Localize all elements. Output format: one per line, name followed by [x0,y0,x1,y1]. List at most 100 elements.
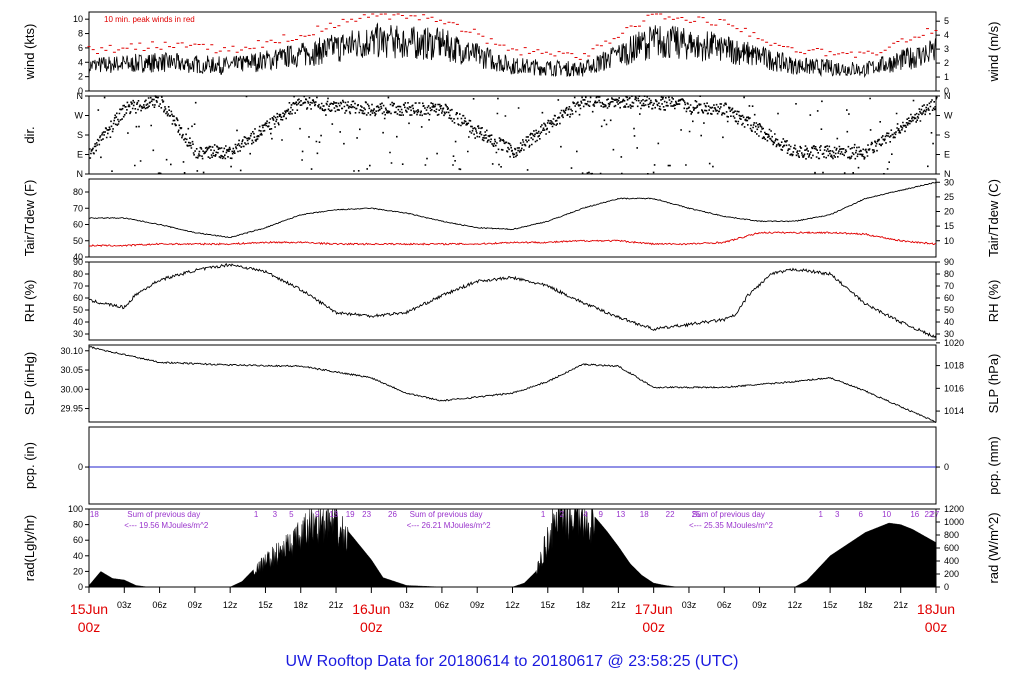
radiation-area [88,508,937,588]
sun-label: 9 [315,510,320,519]
sun-label: 5 [289,510,294,519]
ytick-label-right: N [944,169,951,179]
ytick-label-right: 70 [944,281,954,291]
ylabel-left: dir. [22,126,37,143]
panel-6: rad(Lgly/hr) rad (W/m^2)02040608010002004… [22,504,1001,592]
sun-label: 3 [835,510,840,519]
xtick-label: 12z [788,600,803,610]
ytick-label-right: 600 [944,543,959,553]
xtick-label: 15z [258,600,273,610]
xtick-label: 03z [117,600,132,610]
ytick-label-right: 10 [944,236,954,246]
ytick-label-left: 8 [78,29,83,39]
panel-4: SLP (inHg) SLP (hPa) 29.95 30.00 30.05 30.10 1… [22,338,1001,424]
rad-sum-heading: Sum of previous day [410,510,483,519]
ytick-label-left: 0 [78,582,83,592]
sun-label: 23 [362,510,371,519]
ytick-label-right: 1200 [944,504,964,514]
ytick-label-left: 20 [73,566,83,576]
xtick-label: 21z [329,600,344,610]
xtick-label: 18z [576,600,591,610]
ylabel-right: RH (%) [986,280,1001,323]
xtick-label: 09z [752,600,767,610]
ytick-label-right: 1000 [944,517,964,527]
ytick-label-right: 20 [944,207,954,217]
day-label-hour: 00z [360,619,383,635]
panel-frame [88,178,937,258]
ytick-label-right: 25 [944,192,954,202]
rad-sum-value: <--- 19.56 MJoules/m^2 [124,521,209,530]
ytick-label-right: 40 [944,317,954,327]
ytick-label-left: 4 [78,57,83,67]
xtick-label: 18z [858,600,873,610]
ytick-label-right: E [944,150,950,160]
dewpoint-series-line [88,230,937,247]
panel-frame [88,426,937,505]
ytick-label-left: 40 [73,252,83,262]
ylabel-right: wind (m/s) [986,22,1001,83]
xtick-label: 06z [717,600,732,610]
sun-label: 1 [541,510,546,519]
day-label-date: 15Jun [70,601,108,617]
ytick-label-right: 4 [944,30,949,40]
ytick-label-right: 800 [944,530,959,540]
panel-frame [88,508,937,588]
sun-label: 22 [666,510,675,519]
ytick-label-left: E [77,150,83,160]
ytick-label-left: 2 [78,72,83,82]
ytick-label-right: W [944,111,953,121]
panel-frame [88,95,937,175]
rad-sum-heading: Sum of previous day [127,510,200,519]
sun-label: 4 [583,510,588,519]
sun-label: 13 [329,510,338,519]
day-label-hour: 00z [925,619,948,635]
ytick-label-left: 29.95 [60,404,83,414]
ylabel-left: wind (kts) [22,24,37,81]
ytick-label-right: 3 [944,44,949,54]
ytick-label-right: 50 [944,305,954,315]
panel-frame [88,11,937,92]
xtick-label: 09z [470,600,485,610]
xtick-label: 03z [682,600,697,610]
xtick-label: 06z [435,600,450,610]
ytick-label-left: 70 [73,281,83,291]
sun-label: 6 [858,510,863,519]
xtick-label: 15z [823,600,838,610]
sun-label: 19 [346,510,355,519]
ytick-label-left: 50 [73,305,83,315]
day-label-date: 17Jun [635,601,673,617]
ytick-label-left: 40 [73,317,83,327]
ylabel-right: Tair/Tdew (C) [986,179,1001,257]
ytick-label-left: 30.00 [60,384,83,394]
ytick-label-left: 60 [73,535,83,545]
sun-label: 22 [924,510,933,519]
direction-points [89,95,938,175]
air-temp-series-line [88,181,937,239]
ytick-label-right: 0 [944,582,949,592]
ytick-label-left: 60 [73,220,83,230]
ytick-label-left: 40 [73,551,83,561]
rad-sum-value: <--- 26.21 MJoules/m^2 [407,521,492,530]
ytick-label-right: 1 [944,72,949,82]
ytick-label-right: 30 [944,177,954,187]
ytick-label-left: 10 [73,14,83,24]
sun-label: 16 [910,510,919,519]
panel-frame [88,344,937,423]
sun-label: 26 [388,510,397,519]
ytick-label-left: 50 [73,236,83,246]
ylabel-left: pcp. (in) [22,442,37,489]
ylabel-right: pcp. (mm) [986,436,1001,495]
ytick-label-right: 2 [944,58,949,68]
ytick-label-left: 30 [73,329,83,339]
ytick-label-right: 30 [944,329,954,339]
rad-sum-heading: Sum of previous day [692,510,765,519]
ylabel-right: rad (W/m^2) [986,512,1001,583]
xtick-label: 12z [223,600,238,610]
xtick-label: 09z [188,600,203,610]
ytick-label-right: 200 [944,569,959,579]
ytick-label-left: 80 [73,187,83,197]
peak-wind-marks [87,13,938,60]
xtick-label: 15z [541,600,556,610]
